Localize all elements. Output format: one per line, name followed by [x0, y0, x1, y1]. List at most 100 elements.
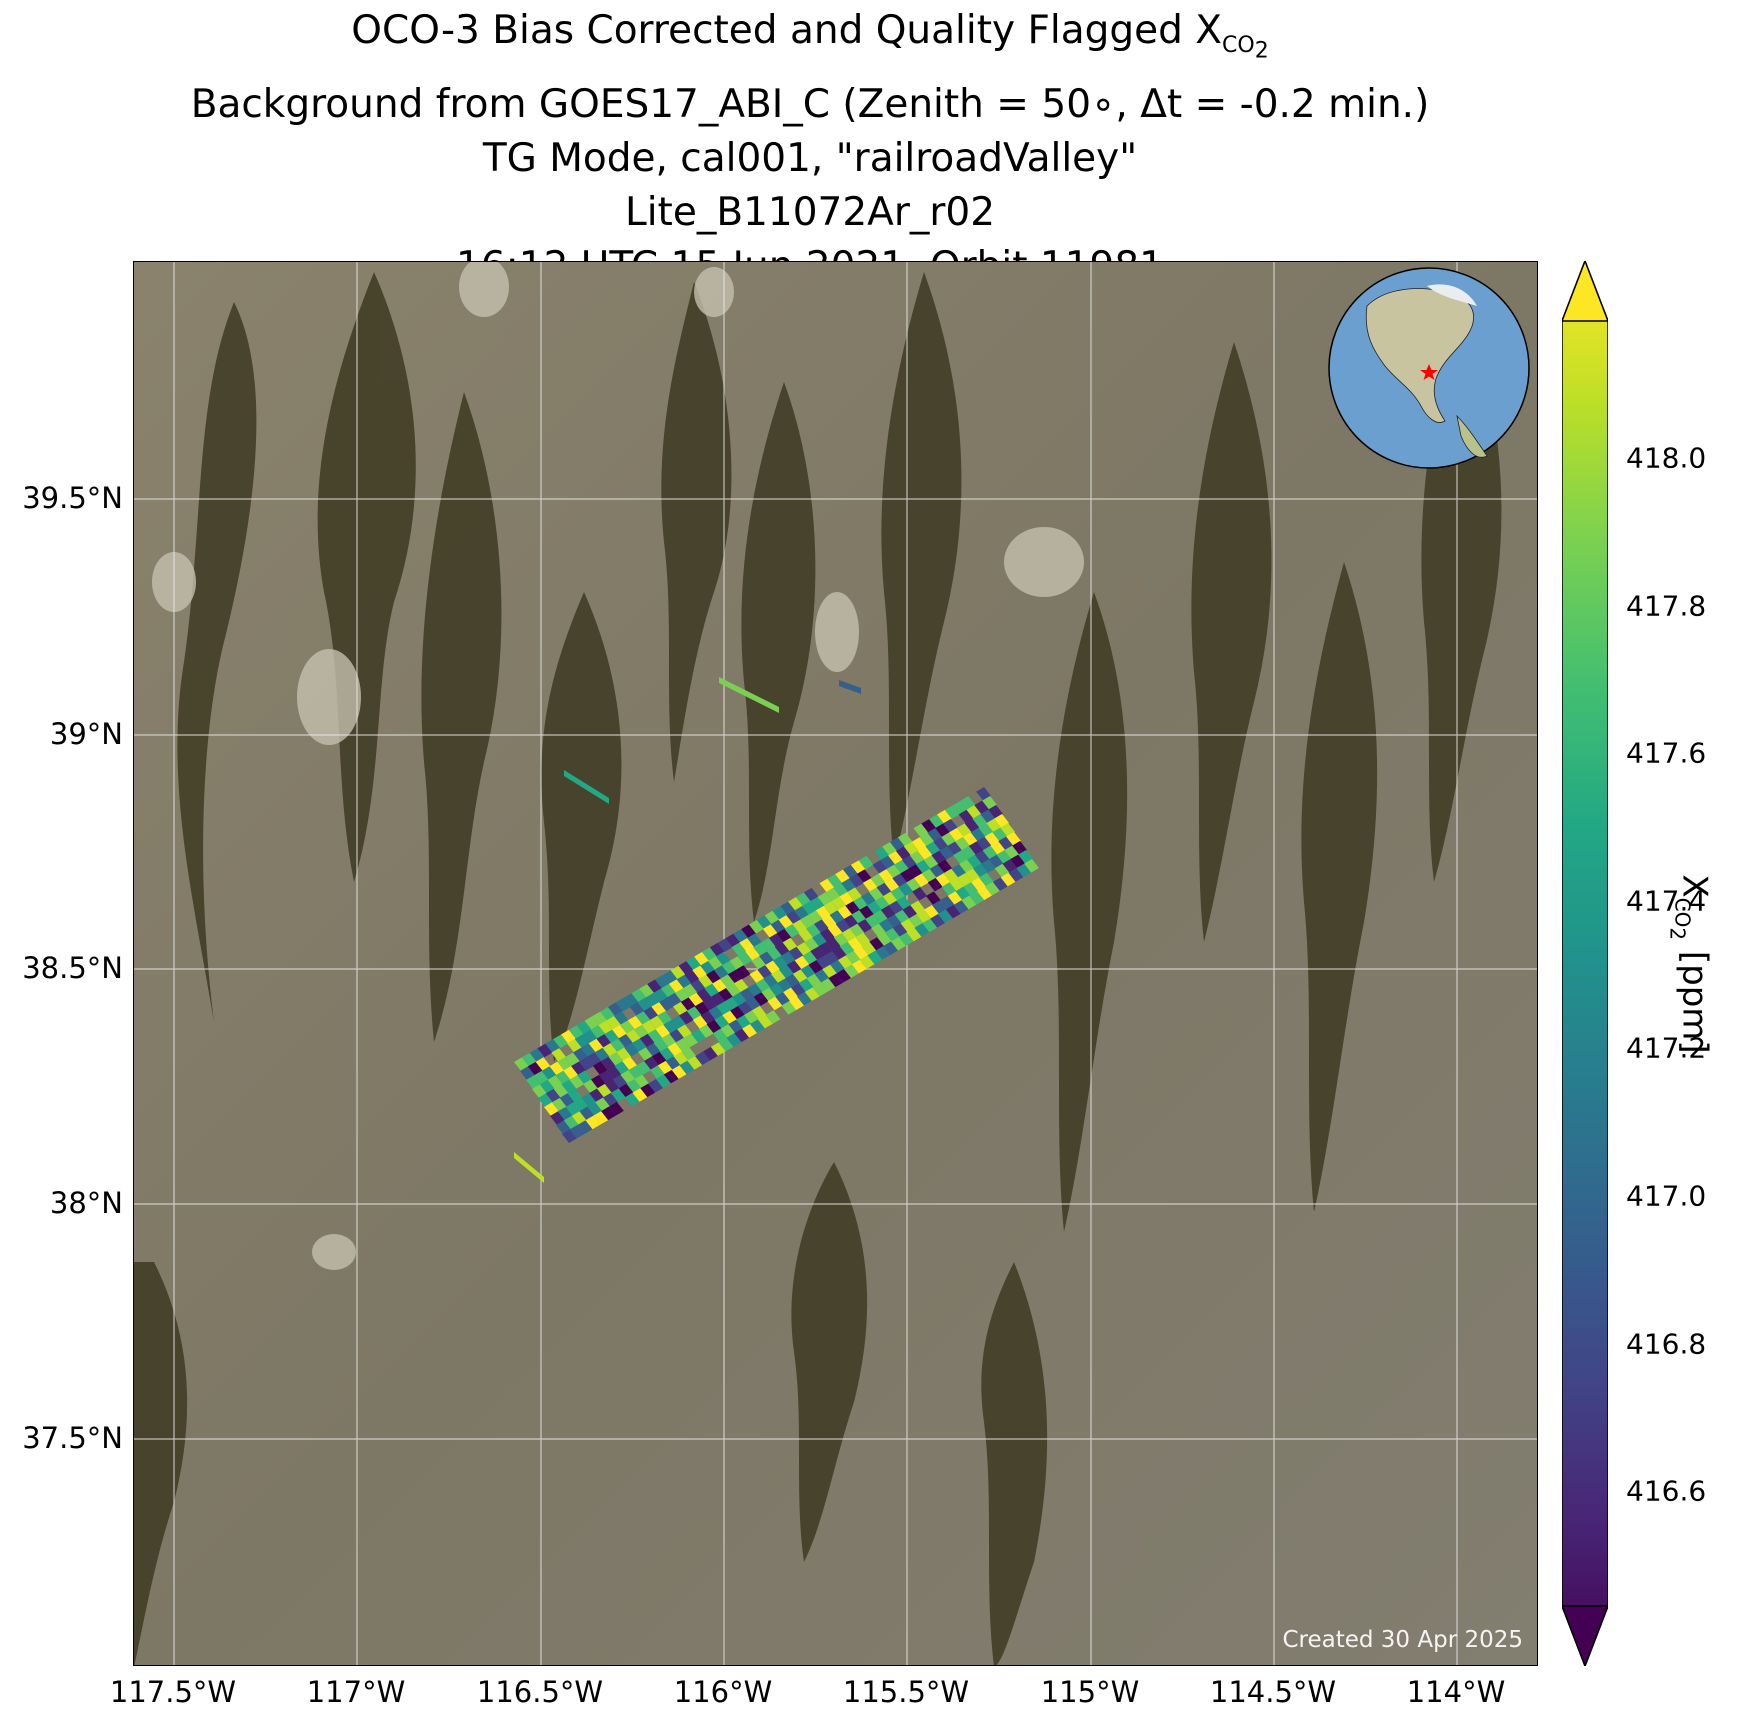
swath-cell	[976, 836, 992, 851]
swath-cell	[837, 905, 853, 920]
swath-cell	[882, 891, 898, 906]
swath-cell	[661, 1033, 677, 1048]
swath-cell	[803, 887, 819, 902]
swath-cell	[867, 900, 882, 915]
swath-cell	[888, 851, 903, 865]
swath-cell	[694, 952, 709, 966]
swath-cell	[589, 1088, 604, 1103]
swath-cell	[757, 1014, 773, 1029]
swath-cell	[620, 1070, 636, 1084]
swath-cell	[937, 859, 953, 874]
map-panel[interactable]: Created 30 Apr 2025	[133, 261, 1538, 1666]
swath-cell	[927, 877, 943, 892]
swath-cell	[703, 1046, 718, 1061]
swath-cell	[808, 960, 824, 974]
swath-cell	[949, 877, 965, 892]
lat-label-39-5: 39.5°N	[22, 481, 123, 515]
swath-cell	[878, 869, 894, 883]
swath-cell	[718, 1037, 734, 1052]
swath-cell	[924, 905, 939, 919]
swath-cell	[576, 1020, 592, 1035]
swath-cell	[933, 837, 949, 851]
swath-cell	[694, 1001, 710, 1016]
swath-cell	[786, 910, 802, 925]
swath-cell	[886, 914, 902, 928]
swath-cell	[906, 927, 922, 942]
swath-cell	[702, 947, 717, 961]
swath-cell	[577, 1070, 592, 1085]
swath-cell	[568, 1025, 584, 1039]
swath-cell	[943, 818, 958, 833]
swath-cell	[911, 837, 927, 851]
swath-cell	[1004, 845, 1020, 860]
swath-cell	[603, 1092, 618, 1107]
swath-cell	[608, 1002, 623, 1016]
swath-cell	[944, 805, 960, 819]
swath-cell	[828, 973, 844, 988]
swath-cell	[643, 1006, 659, 1021]
swath-cell	[800, 964, 816, 979]
swath-cell	[872, 860, 888, 874]
swath-cell	[727, 969, 743, 984]
swath-cell	[739, 987, 755, 1002]
swath-cell	[763, 974, 779, 988]
swath-cell	[976, 787, 991, 801]
swath-cell	[659, 997, 674, 1012]
swath-cell	[593, 1111, 609, 1125]
swath-cell	[935, 873, 951, 887]
swath-cell	[594, 1047, 610, 1062]
swath-cell	[567, 1088, 583, 1103]
swath-cell	[596, 1034, 612, 1048]
swath-cell	[620, 1020, 635, 1034]
swath-cell	[745, 947, 761, 961]
swath-cell	[857, 919, 873, 933]
lon-label-116: 116°W	[673, 1675, 773, 1709]
swath-cell	[851, 959, 867, 974]
swath-cell	[921, 819, 937, 833]
swath-cell	[835, 919, 851, 933]
swath-cell	[592, 1061, 608, 1075]
swath-cell	[984, 832, 1000, 846]
swath-cell	[631, 988, 647, 1003]
swath-cell	[738, 1001, 753, 1015]
swath-cell	[767, 996, 783, 1011]
swath-cell	[537, 1043, 553, 1058]
swath-cell	[677, 1024, 692, 1039]
swath-cell	[853, 946, 869, 960]
swath-cell	[827, 874, 843, 888]
swath-cell	[980, 809, 996, 824]
swath-cell	[783, 987, 798, 1002]
swath-cell	[649, 1015, 665, 1030]
swath-cell	[915, 859, 931, 874]
swath-cell	[637, 997, 653, 1012]
swath-cell	[988, 805, 1003, 819]
lat-label-39: 39°N	[49, 717, 123, 751]
swath-cell	[970, 827, 986, 842]
swath-cell	[910, 900, 926, 915]
swath-cell	[871, 923, 886, 938]
swath-cell	[962, 832, 978, 846]
swath-cell	[845, 901, 861, 915]
swath-cell	[804, 987, 820, 1001]
swath-cell	[977, 886, 992, 901]
swath-cell	[781, 1001, 797, 1015]
swath-cell	[819, 878, 835, 893]
swath-cell	[636, 1061, 651, 1075]
swath-cell	[708, 1006, 724, 1020]
swath-cell	[849, 873, 864, 888]
swath-cell	[549, 1061, 565, 1076]
swath-cell	[744, 1010, 759, 1024]
swath-cell	[894, 909, 910, 924]
swath-cell	[610, 1088, 626, 1102]
swath-cell	[885, 927, 900, 942]
swath-cell	[562, 1129, 577, 1143]
xco2-swath	[514, 677, 1039, 1183]
swath-cell	[567, 1038, 582, 1053]
colorbar-tick-416-6: 416.6	[1626, 1474, 1707, 1508]
swath-cell	[544, 1102, 559, 1116]
swath-cell	[825, 887, 841, 902]
swath-cell	[655, 974, 670, 989]
swath-cell	[657, 1060, 673, 1075]
swath-cell	[778, 915, 794, 929]
swath-cell	[761, 987, 777, 1002]
